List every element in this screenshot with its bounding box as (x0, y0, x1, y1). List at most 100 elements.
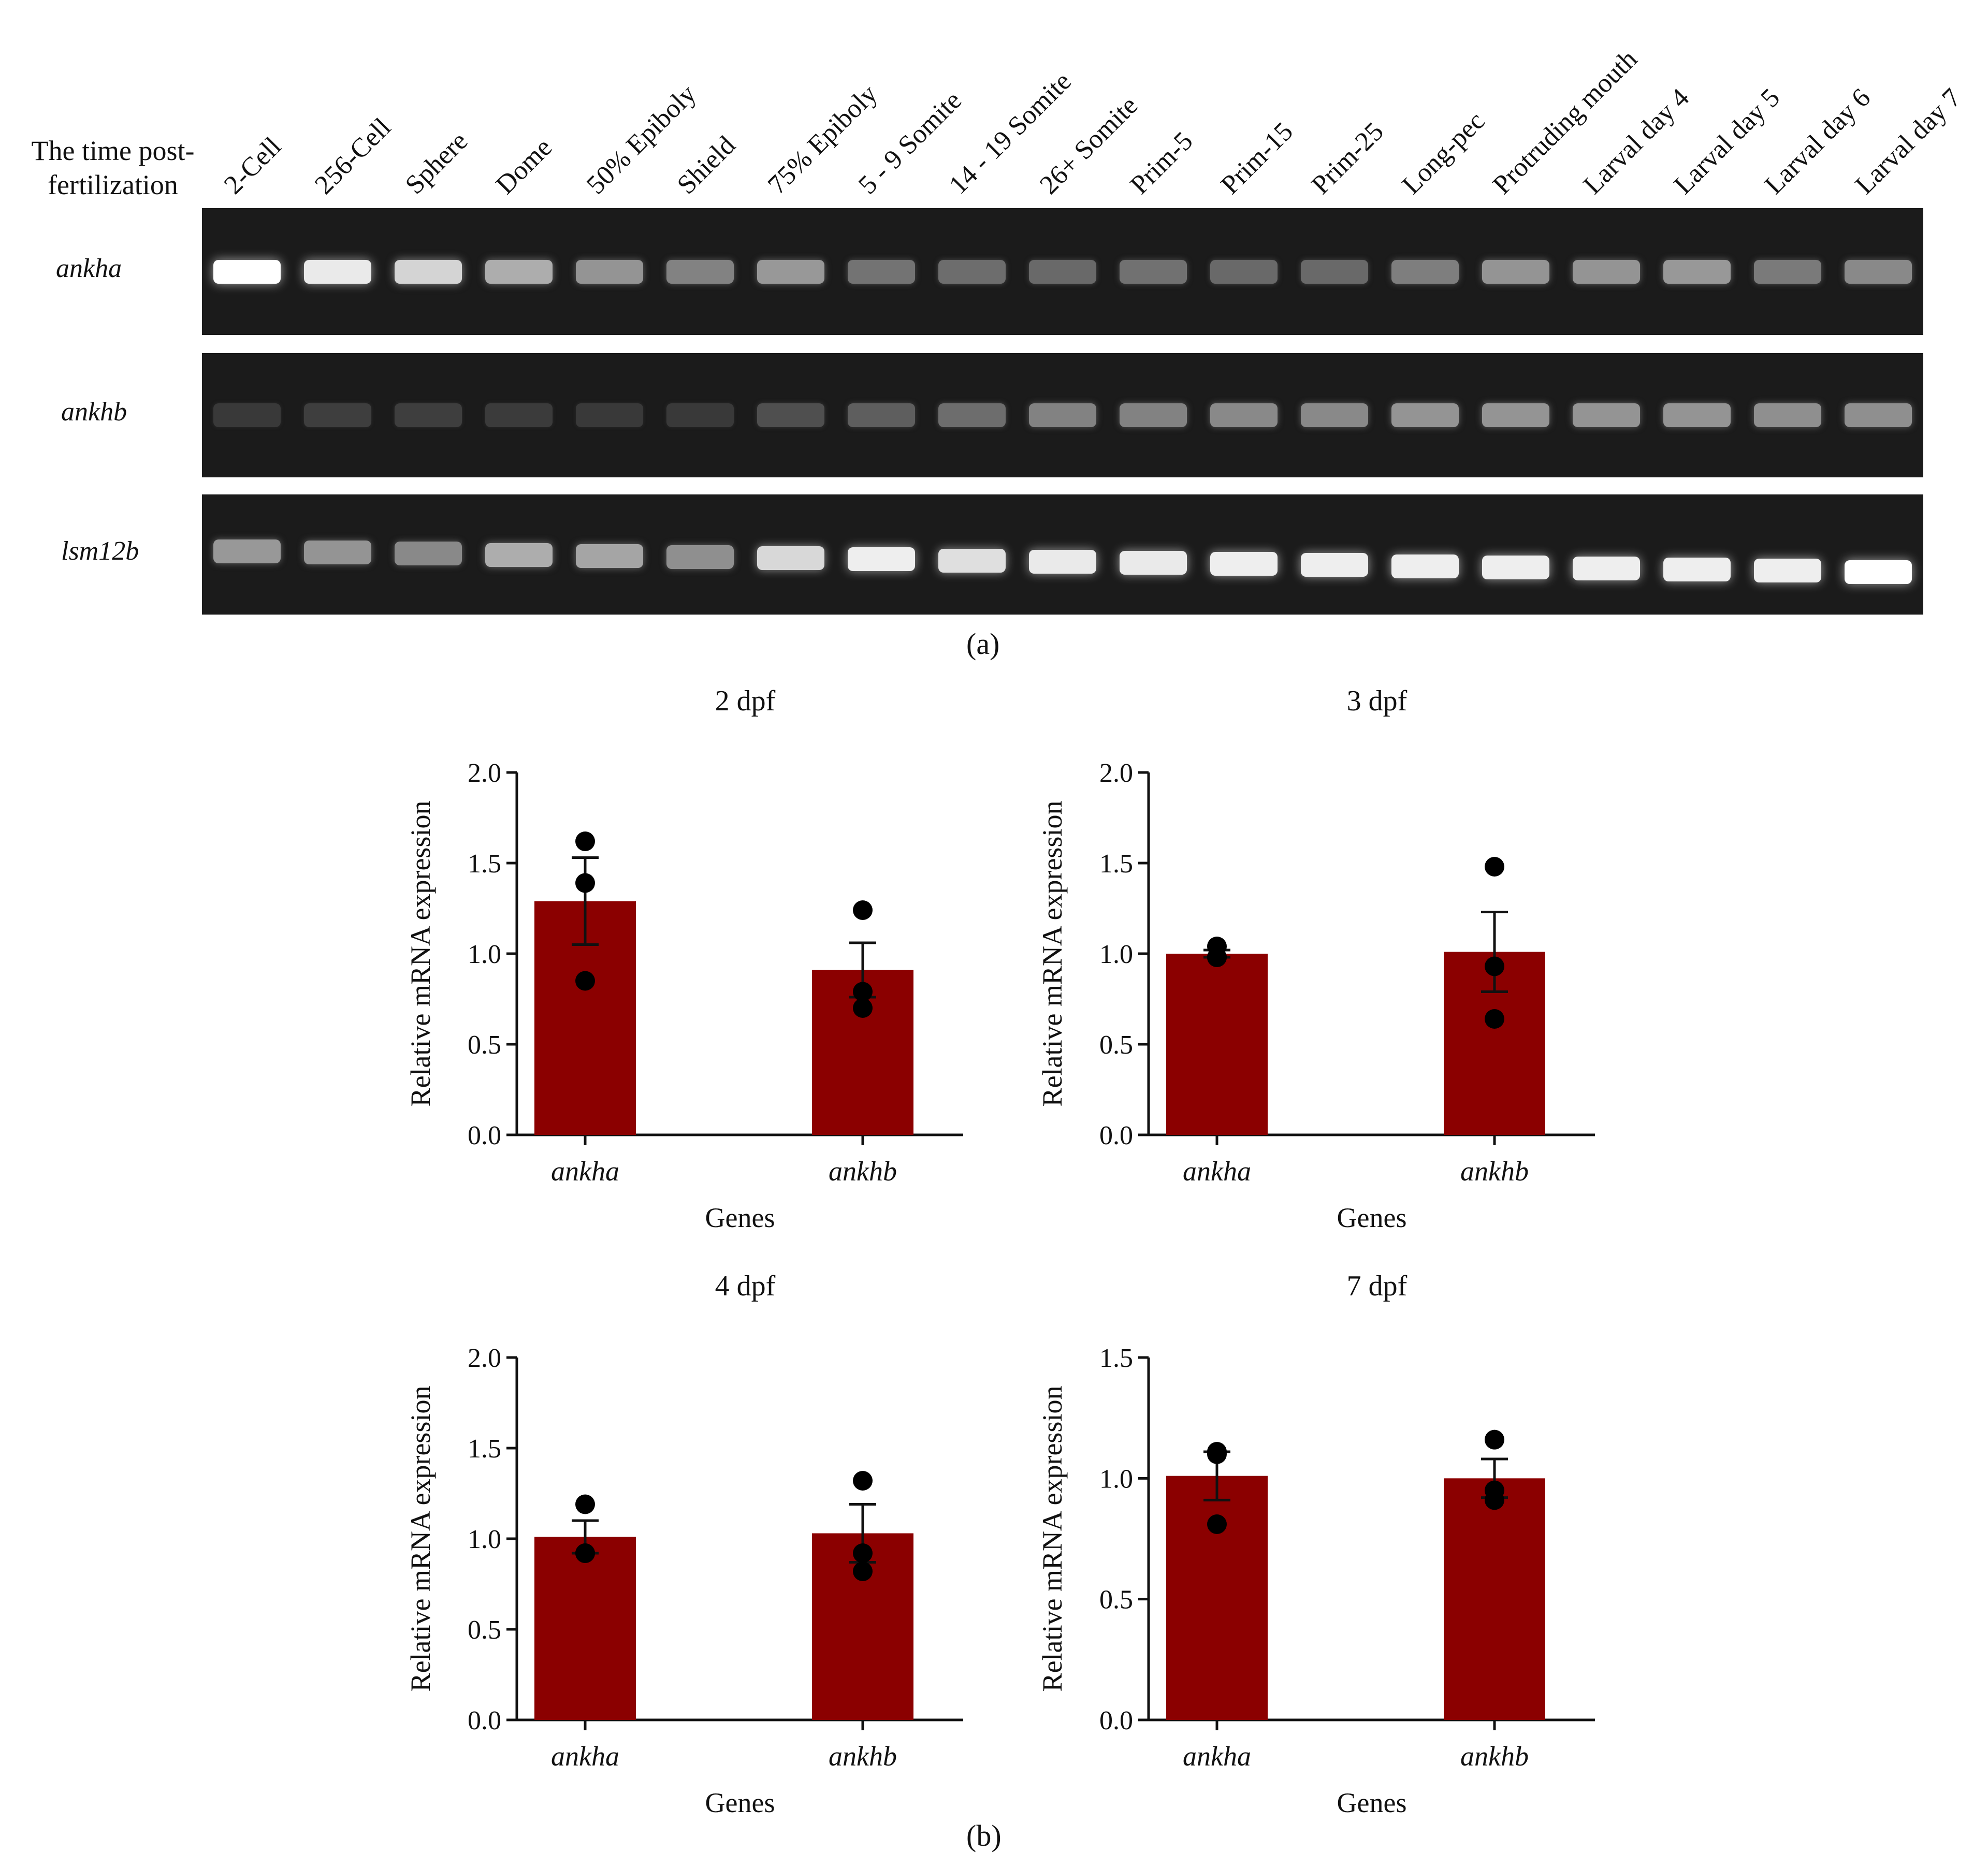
data-point (1207, 1514, 1227, 1534)
gel-band (1210, 259, 1278, 284)
gel-band (1119, 259, 1187, 284)
gel-band (213, 539, 281, 563)
data-point (575, 873, 595, 893)
panel-a-label: (a) (966, 627, 1000, 661)
gel-band (1029, 259, 1096, 284)
y-tick-label: 2.0 (1099, 758, 1133, 788)
bar-ankha (1166, 954, 1268, 1135)
y-tick-label: 0.0 (1099, 1121, 1133, 1150)
gel-band (1482, 259, 1549, 284)
gel-band (757, 546, 825, 571)
x-axis-label: Genes (705, 1202, 775, 1233)
chart-title: 2 dpf (715, 685, 776, 717)
data-point (1207, 1444, 1227, 1464)
data-point (853, 1543, 873, 1563)
stage-label: Dome (490, 133, 558, 200)
y-tick-label: 1.5 (468, 1434, 501, 1464)
data-point (1485, 1429, 1504, 1450)
gel-band (1482, 555, 1549, 579)
x-axis-label: Genes (1337, 1202, 1407, 1233)
gel-band (666, 403, 734, 427)
gel-band (485, 403, 553, 427)
gel-band (1300, 403, 1368, 427)
chart-svg: 3 dpf 0.0 0.5 1.0 1.5 2.0 Relative mRNA expres… (1037, 685, 1595, 1233)
gel-band (213, 403, 281, 427)
y-tick-label: 0.0 (468, 1706, 501, 1735)
gel-band (304, 541, 372, 565)
gel-band (938, 403, 1006, 427)
stage-label: Prim-25 (1305, 116, 1389, 200)
y-axis-label: Relative mRNA expression (405, 801, 436, 1107)
stage-label: 256-Cell (309, 112, 397, 200)
y-tick-label: 1.0 (468, 1525, 501, 1554)
x-tick-label: ankha (551, 1156, 619, 1187)
y-tick-label: 1.0 (1099, 1464, 1133, 1494)
x-tick-label: ankha (1183, 1741, 1251, 1772)
y-tick-label: 0.0 (468, 1121, 501, 1150)
y-tick-label: 2.0 (468, 758, 501, 788)
gel-band (1210, 403, 1278, 427)
data-point (575, 1543, 595, 1563)
y-tick-label: 2.0 (468, 1344, 501, 1373)
data-point (853, 982, 873, 1002)
x-axis-label: Genes (1337, 1787, 1407, 1818)
gel-band (1300, 553, 1368, 577)
chart-svg: 2 dpf 0.0 0.5 1.0 1.5 2.0 Relative mRNA expres… (405, 685, 963, 1233)
y-tick-label: 1.0 (468, 940, 501, 969)
gel-band (1572, 403, 1640, 427)
y-tick-label: 1.5 (468, 849, 501, 879)
y-tick-label: 0.5 (1099, 1030, 1133, 1060)
x-tick-label: ankha (551, 1741, 619, 1772)
gene-label-ankhb: ankhb (61, 397, 127, 427)
gel-band (485, 259, 553, 284)
gel-ankha (202, 208, 1923, 335)
data-point (853, 1471, 873, 1491)
gel-band (757, 403, 825, 427)
bar-chart-7dpf: 7 dpf 0.0 0.5 1.0 1.5 Relative mRNA expressio… (1031, 1258, 1652, 1828)
gel-band (1844, 259, 1912, 284)
y-axis-label: Relative mRNA expression (1037, 1386, 1068, 1692)
bar-ankhb (1444, 1478, 1545, 1720)
y-tick-label: 1.5 (1099, 1344, 1133, 1373)
data-point (853, 900, 873, 920)
gene-label-lsm12b: lsm12b (61, 536, 139, 566)
chart-title: 4 dpf (715, 1270, 776, 1302)
gel-band (1119, 551, 1187, 575)
gel-band (1482, 403, 1549, 427)
gel-band (1753, 259, 1821, 284)
gel-ankhb (202, 353, 1923, 477)
y-tick-label: 1.0 (1099, 940, 1133, 969)
stage-label: Long-pec (1396, 106, 1490, 200)
gel-band (1844, 403, 1912, 427)
chart-svg: 4 dpf 0.0 0.5 1.0 1.5 2.0 Relative mRNA expres… (405, 1270, 963, 1818)
gel-band (213, 259, 281, 284)
gel-band (666, 259, 734, 284)
x-tick-label: ankhb (829, 1741, 897, 1772)
chart-title: 7 dpf (1347, 1270, 1407, 1302)
stage-label: Shield (672, 130, 742, 200)
gel-band (395, 542, 462, 566)
gel-band (304, 403, 372, 427)
gel-band (848, 403, 916, 427)
bar-ankha (1166, 1476, 1268, 1720)
gel-band (1844, 560, 1912, 584)
gel-band (1663, 558, 1731, 582)
stage-label: Sphere (400, 126, 474, 200)
gel-band (938, 259, 1006, 284)
gel-band (1029, 403, 1096, 427)
gel-band (1391, 259, 1459, 284)
data-point (1485, 1490, 1504, 1510)
data-point (575, 831, 595, 851)
stage-label: Prim-15 (1215, 116, 1299, 200)
gel-band (848, 259, 916, 284)
gel-band (1391, 403, 1459, 427)
data-point (575, 971, 595, 991)
gel-band (395, 403, 462, 427)
data-point (1485, 1009, 1504, 1029)
gel-band (485, 543, 553, 567)
gel-band (1300, 259, 1368, 284)
x-axis-label: Genes (705, 1787, 775, 1818)
x-tick-label: ankhb (1460, 1156, 1529, 1187)
chart-title: 3 dpf (1347, 685, 1407, 717)
gel-band (1663, 259, 1731, 284)
